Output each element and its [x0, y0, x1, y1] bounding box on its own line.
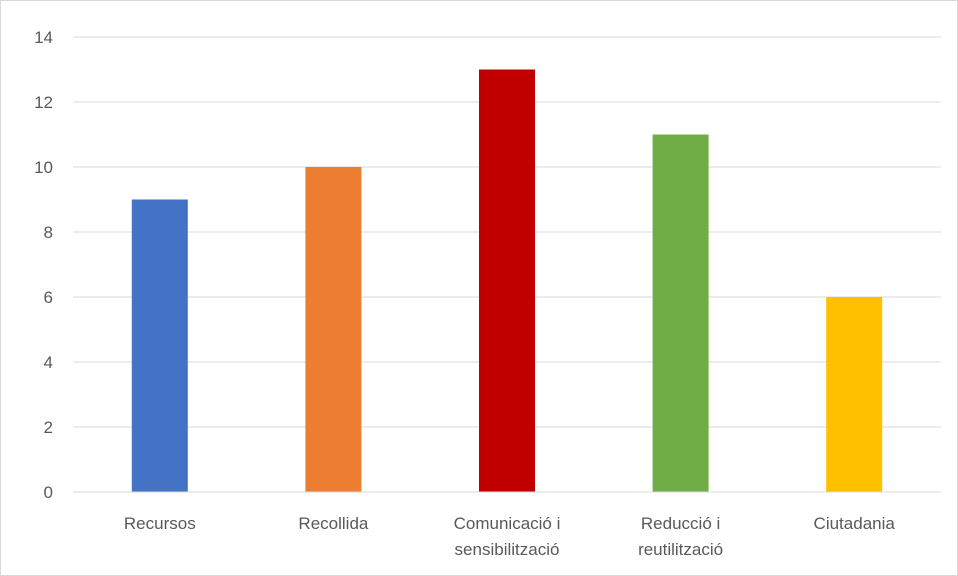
bar	[305, 167, 362, 492]
x-category-label: Ciutadania	[814, 514, 896, 533]
y-tick-label: 8	[44, 223, 53, 242]
x-category-label: Recollida	[298, 514, 368, 533]
x-category-label: Reducció i reutilització	[638, 514, 723, 559]
x-axis-labels: Recursos Recollida Comunicació i sensibilit…	[124, 514, 895, 559]
x-category-label-line: Recollida	[298, 514, 368, 533]
x-category-label: Recursos	[124, 514, 196, 533]
bar	[652, 134, 709, 492]
y-tick-label: 10	[34, 158, 53, 177]
y-tick-label: 14	[34, 28, 53, 47]
y-tick-label: 2	[44, 418, 53, 437]
x-category-label-line: sensibilització	[455, 540, 560, 559]
bar	[479, 69, 535, 492]
x-category-label: Comunicació i sensibilització	[454, 514, 561, 559]
y-tick-label: 6	[44, 288, 53, 307]
y-tick-label: 12	[34, 93, 53, 112]
x-category-label-line: Comunicació i	[454, 514, 561, 533]
bars	[131, 69, 883, 492]
x-category-label-line: Recursos	[124, 514, 196, 533]
x-category-label-line: Ciutadania	[814, 514, 896, 533]
x-category-label-line: Reducció i	[641, 514, 720, 533]
bar	[826, 297, 883, 492]
x-category-label-line: reutilització	[638, 540, 723, 559]
y-axis-ticks: 0 2 4 6 8 10 12 14	[34, 28, 53, 502]
y-tick-label: 0	[44, 483, 53, 502]
y-tick-label: 4	[44, 353, 53, 372]
bar	[131, 199, 188, 492]
